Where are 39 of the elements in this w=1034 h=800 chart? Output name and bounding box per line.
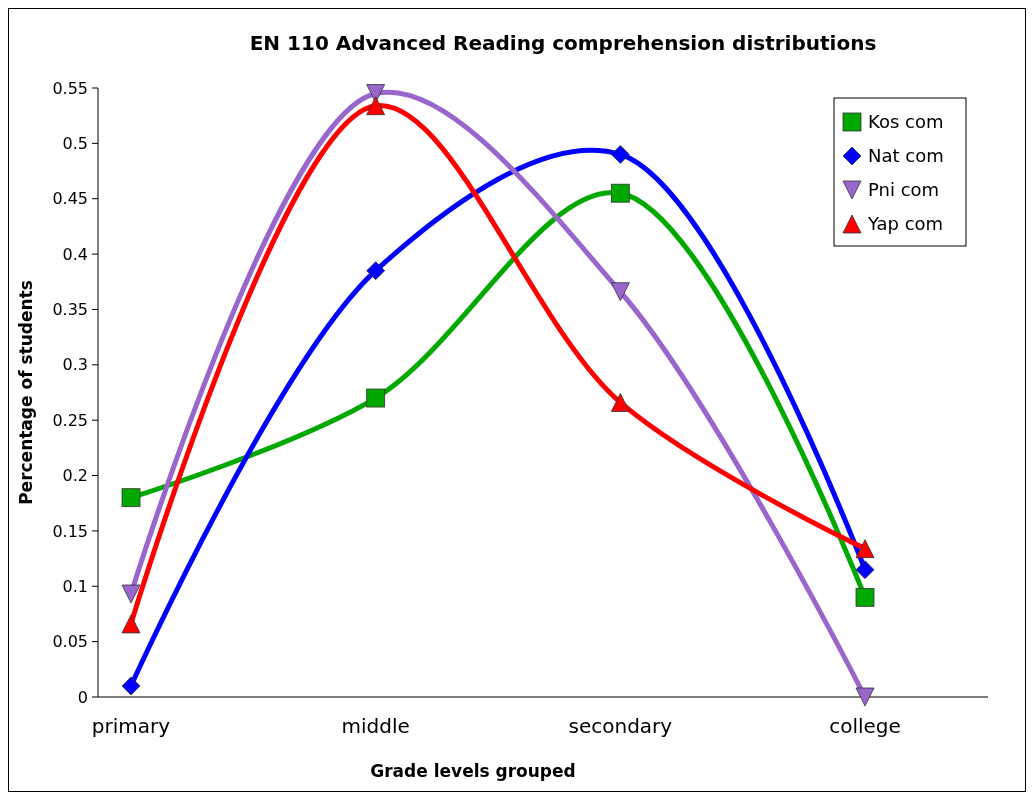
point [855, 687, 875, 707]
legend-label: Kos com [868, 111, 944, 133]
x-tick-label: middle [341, 714, 410, 738]
y-tick-label: 0.5 [62, 133, 88, 153]
legend-label: Nat com [868, 145, 944, 167]
y-tick-label: 0.4 [62, 244, 88, 264]
y-tick-label: 0.05 [52, 632, 88, 652]
point [610, 183, 630, 203]
point [610, 282, 630, 302]
y-tick-label: 0.1 [62, 576, 88, 596]
y-axis-title: Percentage of students [16, 280, 36, 505]
point [855, 539, 875, 559]
y-tick-label: 0.2 [62, 466, 88, 486]
point [121, 676, 141, 696]
y-tick-label: 0.45 [52, 189, 88, 209]
x-tick-label: primary [91, 714, 171, 738]
y-tick-label: 0.15 [52, 521, 88, 541]
point [610, 145, 630, 164]
point [366, 84, 386, 103]
y-tick-label: 0.55 [52, 78, 88, 98]
point [121, 614, 141, 634]
legend-label: Pni com [868, 179, 940, 201]
point [855, 560, 875, 580]
point [121, 584, 141, 604]
point [366, 388, 386, 408]
point [610, 393, 630, 412]
y-tick-label: 0 [77, 687, 88, 707]
chart-title: EN 110 Advanced Reading comprehension distributions [249, 31, 877, 55]
point [366, 261, 386, 281]
point [121, 488, 141, 508]
x-axis-title: Grade levels grouped [370, 761, 576, 781]
y-tick-label: 0.25 [52, 410, 88, 430]
y-tick-label: 0.35 [52, 300, 88, 320]
legend-label: Yap com [867, 213, 944, 235]
point [366, 96, 386, 116]
x-tick-label: college [829, 714, 901, 738]
y-tick-label: 0.3 [62, 355, 88, 375]
x-tick-label: secondary [568, 714, 673, 738]
point [855, 587, 875, 607]
